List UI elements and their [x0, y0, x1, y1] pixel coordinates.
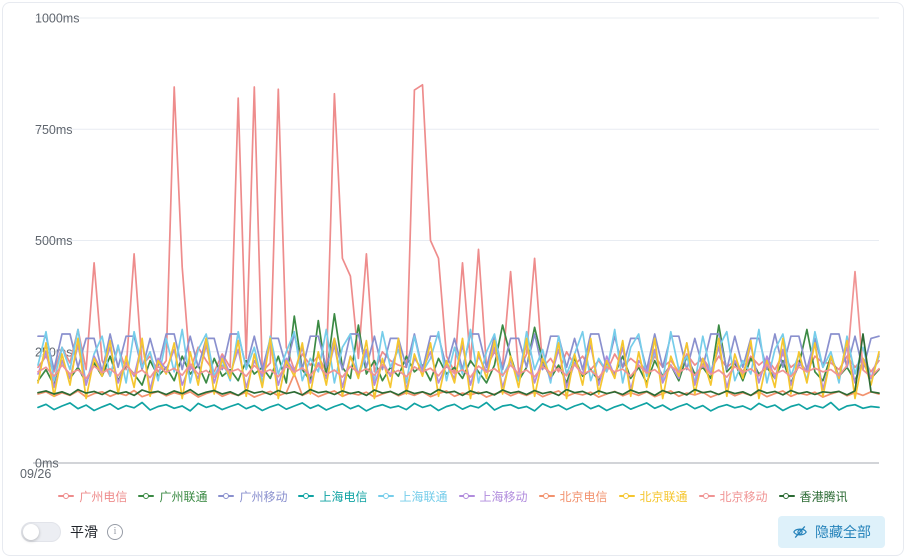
legend-label: 上海移动	[479, 489, 528, 504]
legend-item-gz-unicom[interactable]: 广州联通	[138, 488, 207, 505]
info-icon[interactable]: i	[107, 524, 123, 540]
legend-item-bj-unicom[interactable]: 北京联通	[618, 488, 688, 505]
legend-line-marker-icon	[378, 492, 395, 499]
y-axis-label: 500ms	[35, 234, 73, 248]
chart-legend: 广州电信 广州联通 广州移动 上海电信 上海联通 上海移动 北京电信 北京联通 北京移动 香港腾讯	[3, 487, 903, 505]
legend-item-bj-mobile[interactable]: 北京移动	[698, 488, 768, 505]
chart-area: 0ms 250ms 500ms 750ms 1000ms 09/26	[3, 3, 904, 485]
legend-line-marker-icon	[458, 492, 475, 499]
legend-circle-icon	[382, 492, 389, 499]
legend-item-hk-tencent[interactable]: 香港腾讯	[778, 488, 848, 505]
legend-label: 广州电信	[79, 489, 128, 504]
legend-label: 北京联通	[639, 489, 688, 504]
legend-line-marker-icon	[778, 492, 795, 499]
y-axis-label: 750ms	[35, 123, 73, 137]
legend-line-marker-icon	[138, 492, 155, 499]
toggle-knob	[23, 524, 39, 540]
legend-label: 北京移动	[719, 489, 768, 504]
series-line-hk-tencent[interactable]	[37, 333, 880, 397]
legend-line-marker-icon	[218, 492, 235, 499]
hide-all-label: 隐藏全部	[815, 524, 871, 540]
legend-label: 广州联通	[159, 489, 208, 504]
legend-line-marker-icon	[58, 492, 75, 499]
smooth-toggle[interactable]	[21, 522, 61, 542]
legend-item-gz-mobile[interactable]: 广州移动	[218, 488, 287, 505]
series-line-gz-telecom[interactable]	[37, 83, 880, 378]
legend-circle-icon	[463, 492, 469, 499]
legend-label: 广州移动	[239, 489, 288, 504]
legend-circle-icon	[783, 492, 790, 499]
hide-all-button[interactable]: 隐藏全部	[778, 516, 885, 548]
chart-controls: 平滑 i 隐藏全部	[3, 515, 903, 549]
legend-label: 北京电信	[559, 489, 608, 504]
legend-circle-icon	[222, 492, 229, 499]
legend-item-sh-telecom[interactable]: 上海电信	[298, 488, 367, 505]
series-line-bj-mobile[interactable]	[37, 270, 880, 380]
legend-line-marker-icon	[698, 492, 715, 499]
legend-item-bj-telecom[interactable]: 北京电信	[538, 488, 608, 505]
legend-line-marker-icon	[538, 492, 555, 499]
legend-circle-icon	[623, 492, 630, 499]
series-line-sh-telecom[interactable]	[37, 401, 880, 412]
y-axis-label: 1000ms	[35, 12, 79, 26]
legend-label: 上海联通	[399, 489, 448, 504]
legend-item-sh-unicom[interactable]: 上海联通	[378, 488, 448, 505]
legend-item-sh-mobile[interactable]: 上海移动	[458, 488, 528, 505]
eye-invisible-icon	[793, 525, 807, 539]
smooth-label: 平滑	[70, 524, 98, 540]
legend-circle-icon	[703, 492, 710, 499]
smooth-control: 平滑 i	[21, 522, 123, 542]
y-axis-label: 0ms	[35, 457, 59, 471]
legend-label: 上海电信	[319, 489, 368, 504]
legend-circle-icon	[543, 492, 550, 499]
legend-line-marker-icon	[618, 492, 635, 499]
legend-circle-icon	[302, 492, 309, 499]
legend-item-gz-telecom[interactable]: 广州电信	[58, 488, 127, 505]
x-axis-label: 09/26	[20, 467, 51, 481]
legend-line-marker-icon	[298, 492, 315, 499]
legend-circle-icon	[142, 492, 149, 499]
legend-circle-icon	[62, 492, 69, 499]
legend-label: 香港腾讯	[799, 489, 848, 504]
series-lines	[37, 83, 880, 412]
series-line-bj-telecom[interactable]	[37, 373, 880, 398]
